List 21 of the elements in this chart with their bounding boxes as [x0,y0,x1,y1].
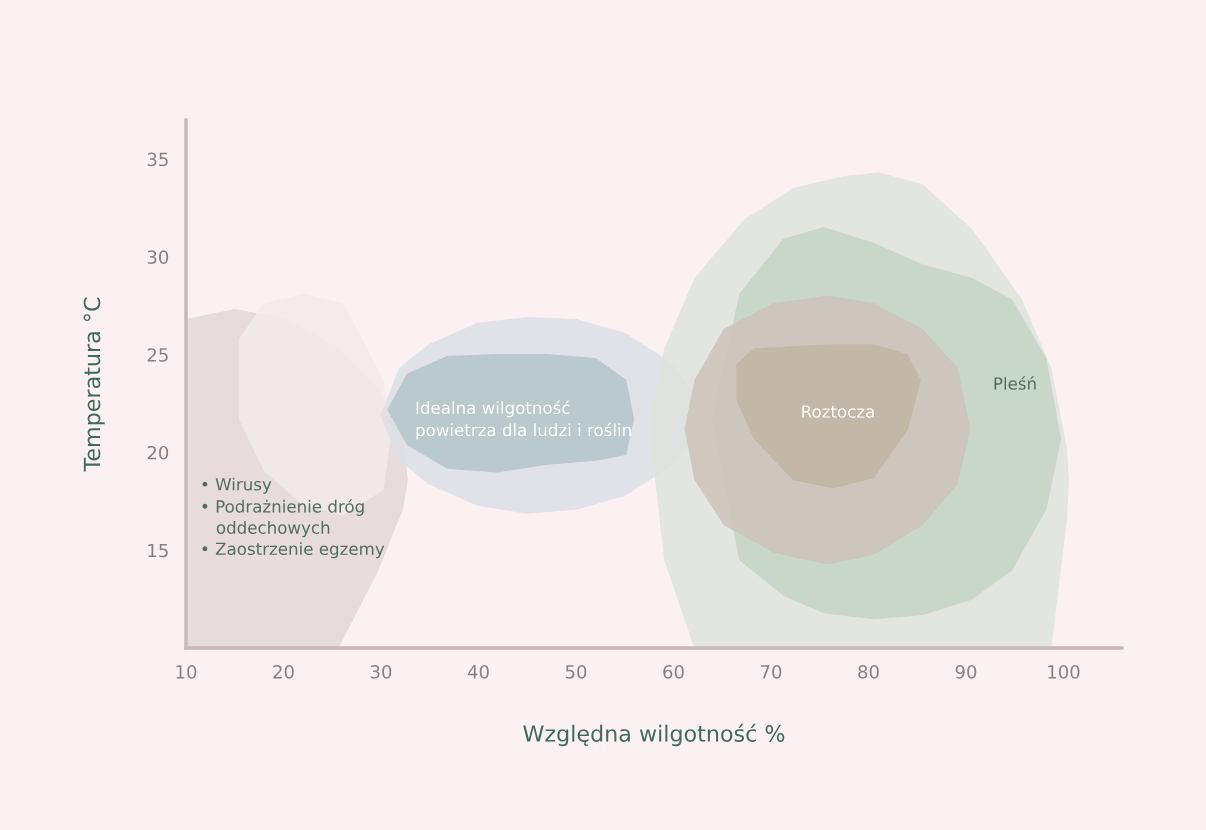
y-tick-label: 35 [147,152,168,167]
annotation: Roztocza [802,405,874,418]
annotation: Idealna wilgotność powietrza dla ludzi i roślin [416,400,631,440]
y-tick-label: 30 [147,250,169,265]
x-tick-label: 40 [467,664,489,679]
annotation: • Wirusy • Podrażnienie dróg oddechowych • Zaostrzenie egzemy [202,477,385,559]
x-tick-label: 70 [760,664,782,679]
y-tick-label: 20 [147,445,169,460]
x-tick-label: 90 [955,664,977,679]
x-axis-title: Względna wilgotność % [523,723,785,747]
x-tick-label: 30 [370,664,392,679]
y-tick-label: 15 [148,543,168,558]
x-tick-label: 50 [565,664,587,679]
x-tick-label: 80 [858,664,879,679]
x-tick-label: 100 [1048,664,1080,679]
x-tick-label: 20 [273,664,294,679]
x-tick-label: 10 [176,664,197,679]
y-axis-title: Temperatura °C [83,297,105,472]
y-tick-label: 25 [147,348,168,362]
annotation: Pleśń [994,376,1036,390]
x-tick-label: 60 [663,664,684,679]
